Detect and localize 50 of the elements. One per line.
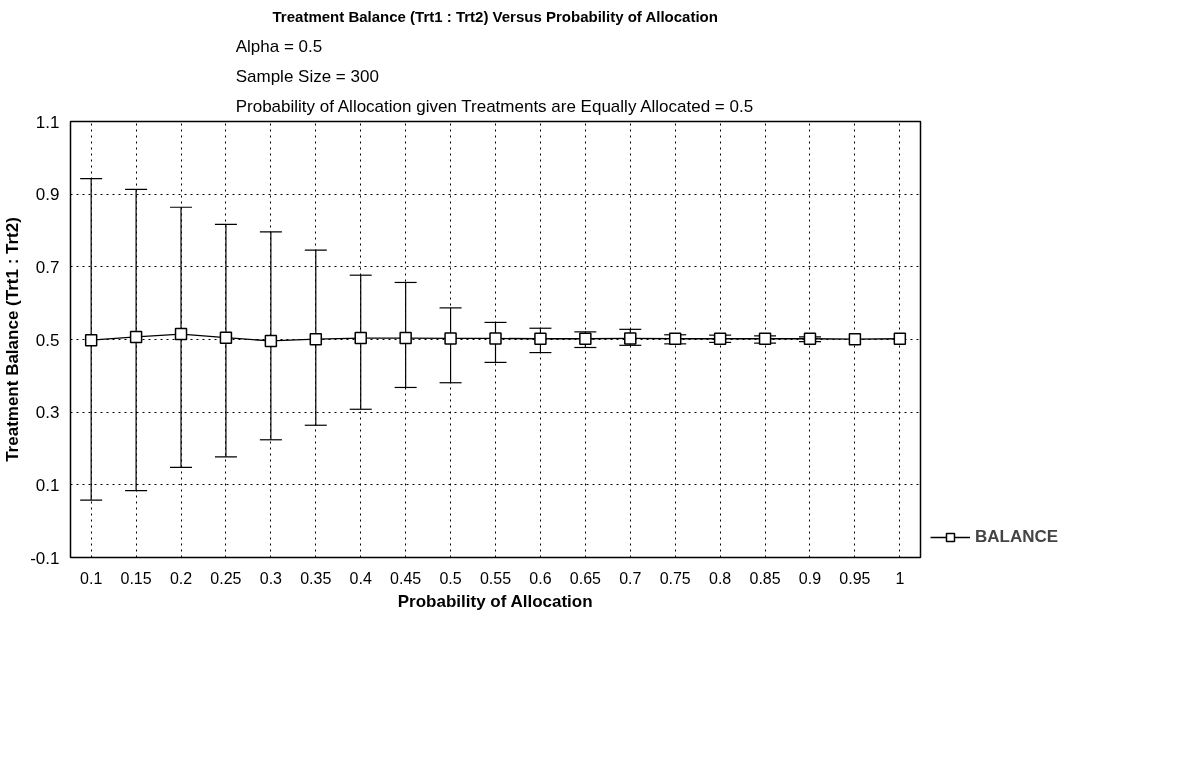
x-tick-label: 0.75 [659, 569, 691, 587]
x-tick-label: 0.35 [300, 569, 332, 587]
point [174, 327, 188, 341]
x-tick-label: 0.7 [619, 569, 642, 587]
point [803, 332, 817, 346]
x-tick-label: 1 [895, 569, 905, 587]
x-tick-label: 0.85 [749, 569, 781, 587]
point [713, 332, 727, 346]
y-axis-title: Treatment Balance (Trt1 : Trt2) [3, 217, 23, 462]
x-tick-label: 0.1 [80, 569, 103, 587]
y-tick-label: -0.1 [30, 548, 60, 568]
x-axis-title: Probability of Allocation [397, 591, 593, 611]
chart-title: Treatment Balance (Trt1 : Trt2) Versus Probability of Allocation [272, 7, 718, 25]
x-tick-label: 0.95 [839, 569, 871, 587]
y-tick-label: 1.1 [35, 112, 60, 132]
point [893, 332, 907, 346]
x-tick-label: 0.3 [259, 569, 283, 587]
y-tick-label: 0.5 [35, 330, 60, 350]
point [444, 332, 457, 345]
point [84, 333, 98, 347]
y-tick-label: 0.3 [35, 403, 60, 423]
point [579, 332, 592, 346]
y-tick-label: 0.7 [35, 257, 60, 277]
point [668, 332, 682, 346]
x-tick-label: 0.55 [479, 569, 512, 587]
x-tick-label: 0.45 [390, 569, 422, 587]
x-tick-label: 0.2 [169, 569, 193, 587]
point [489, 332, 502, 345]
x-tick-label: 0.15 [120, 569, 152, 587]
legend-label: BALANCE [975, 527, 1059, 547]
y-tick-label: 0.9 [35, 185, 60, 205]
x-tick-label: 0.5 [439, 569, 462, 587]
x-tick-label: 0.8 [709, 569, 732, 587]
point [354, 331, 367, 345]
chart-subtitle: Alpha = 0.5 Sample Size = 300 Probability of Allocation given Treatments are Equally Allocated = 0.5 [235, 36, 754, 117]
point [264, 334, 278, 348]
point [129, 330, 143, 344]
point [534, 332, 547, 346]
y-tick-label: 0.1 [35, 475, 60, 495]
x-tick-label: 0.6 [529, 569, 552, 587]
point [219, 331, 233, 344]
point [624, 332, 637, 345]
x-tick-label: 0.65 [569, 569, 602, 587]
point [399, 331, 412, 345]
point [848, 332, 862, 346]
x-tick-label: 0.25 [210, 569, 242, 587]
point [309, 332, 323, 346]
point [758, 332, 772, 346]
x-tick-label: 0.4 [349, 569, 372, 587]
x-tick-label: 0.9 [798, 569, 822, 587]
